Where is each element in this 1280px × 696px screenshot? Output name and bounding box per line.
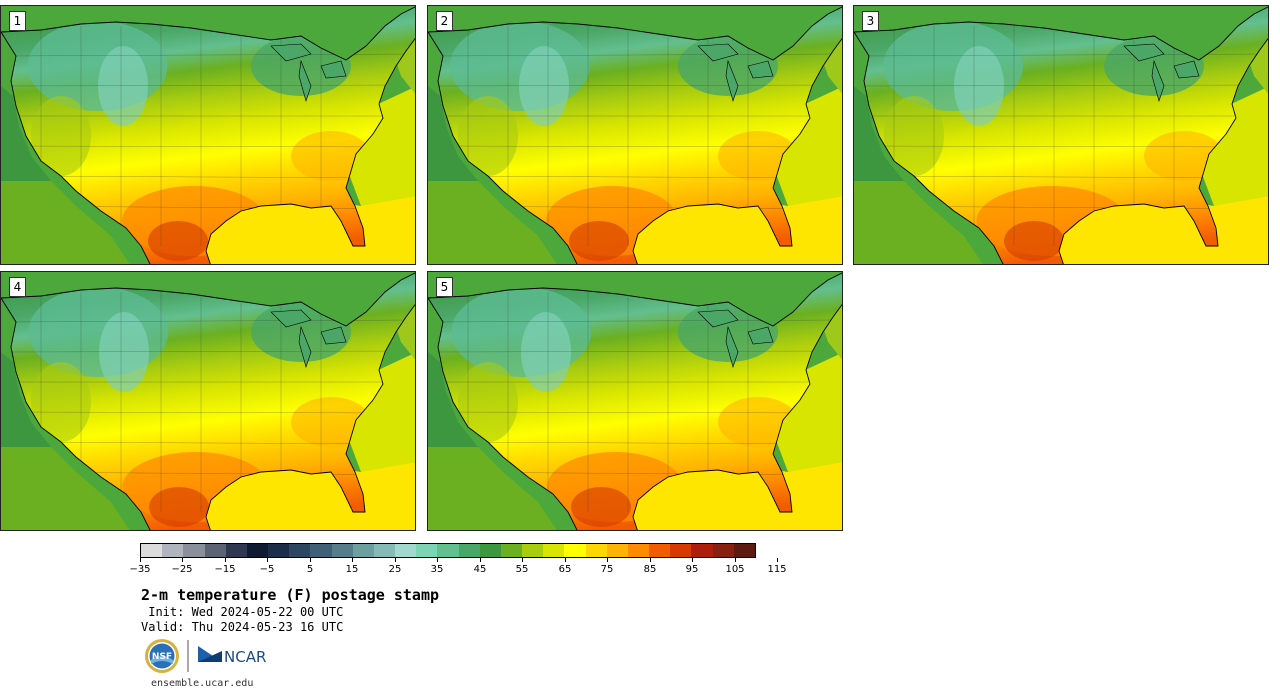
- colorbar-segment: [733, 544, 755, 557]
- colorbar-tick-label: 45: [473, 564, 487, 575]
- colorbar-tick-label: 25: [388, 564, 402, 575]
- valid-time: Valid: Thu 2024-05-23 16 UTC: [141, 620, 344, 634]
- colorbar-tick-label: −35: [129, 564, 151, 575]
- colorbar-segment: [352, 544, 374, 557]
- ncar-logo-icon: NCAR: [198, 646, 266, 666]
- colorbar-tick: [522, 558, 523, 562]
- member-label: 1: [9, 11, 26, 31]
- colorbar-ticks: −35 −25 −15 −5 5 15 25 35 45 55 65 75 85 95 105 115: [129, 558, 787, 578]
- colorbar-tick: [310, 558, 311, 562]
- colorbar-segment: [649, 544, 671, 557]
- colorbar: [140, 543, 756, 558]
- colorbar-tick: [565, 558, 566, 562]
- colorbar-segment: [543, 544, 565, 557]
- svg-text:NSF: NSF: [152, 652, 172, 662]
- colorbar-tick: [480, 558, 481, 562]
- colorbar-tick-label: −15: [214, 564, 236, 575]
- colorbar-segment: [395, 544, 417, 557]
- colorbar-segment: [564, 544, 586, 557]
- colorbar-tick: [140, 558, 141, 562]
- colorbar-tick: [735, 558, 736, 562]
- colorbar-tick-label: 55: [515, 564, 529, 575]
- colorbar-segment: [331, 544, 353, 557]
- colorbar-segment: [373, 544, 396, 557]
- stamp-panel-4: 4: [0, 271, 416, 531]
- colorbar-segment: [183, 544, 205, 557]
- plot-title: 2-m temperature (F) postage stamp: [141, 586, 440, 604]
- colorbar-segment: [246, 544, 269, 557]
- colorbar-tick-label: 5: [306, 564, 314, 575]
- temperature-map: [1, 6, 415, 264]
- stamp-panel-1: 1: [0, 5, 416, 265]
- colorbar-tick: [225, 558, 226, 562]
- temperature-map: [1, 272, 415, 530]
- colorbar-tick-label: 65: [558, 564, 572, 575]
- temperature-map: [428, 6, 842, 264]
- colorbar-tick: [777, 558, 778, 562]
- colorbar-segment: [458, 544, 480, 557]
- colorbar-tick: [395, 558, 396, 562]
- colorbar-tick: [437, 558, 438, 562]
- colorbar-tick: [182, 558, 183, 562]
- colorbar-segment: [225, 544, 247, 557]
- colorbar-segment: [691, 544, 713, 557]
- colorbar-tick: [692, 558, 693, 562]
- colorbar-segment: [289, 544, 311, 557]
- temperature-map: [428, 272, 842, 530]
- colorbar-segment: [712, 544, 734, 557]
- logos: NSF NCAR: [145, 639, 266, 673]
- colorbar-tick-label: −25: [171, 564, 193, 575]
- colorbar-segment: [437, 544, 459, 557]
- colorbar-segment: [416, 544, 438, 557]
- colorbar-tick: [650, 558, 651, 562]
- colorbar-tick-label: 105: [725, 564, 745, 575]
- colorbar-segment: [585, 544, 607, 557]
- stamp-panel-3: 3: [853, 5, 1269, 265]
- colorbar-segment: [522, 544, 544, 557]
- colorbar-segment: [141, 544, 163, 557]
- colorbar-segment: [627, 544, 650, 557]
- colorbar-tick-label: 95: [685, 564, 699, 575]
- colorbar-tick-label: 115: [767, 564, 787, 575]
- site-url[interactable]: ensemble.ucar.edu: [151, 678, 254, 689]
- stamp-panel-5: 5: [427, 271, 843, 531]
- colorbar-tick: [607, 558, 608, 562]
- colorbar-segment: [310, 544, 332, 557]
- colorbar-segment: [606, 544, 628, 557]
- colorbar-segment: [204, 544, 226, 557]
- svg-text:NCAR: NCAR: [224, 648, 266, 666]
- nsf-logo-icon: NSF: [145, 639, 179, 673]
- colorbar-tick-label: 85: [643, 564, 657, 575]
- colorbar-segment: [500, 544, 523, 557]
- colorbar-segment: [479, 544, 501, 557]
- init-time: Init: Wed 2024-05-22 00 UTC: [141, 605, 344, 619]
- colorbar-tick-label: −5: [259, 564, 275, 575]
- colorbar-tick-label: 35: [430, 564, 444, 575]
- member-label: 2: [436, 11, 453, 31]
- stamp-panel-2: 2: [427, 5, 843, 265]
- member-label: 3: [862, 11, 879, 31]
- colorbar-tick-label: 15: [345, 564, 359, 575]
- colorbar-segment: [670, 544, 692, 557]
- colorbar-segment: [162, 544, 184, 557]
- colorbar-tick: [267, 558, 268, 562]
- member-label: 4: [9, 277, 26, 297]
- member-label: 5: [436, 277, 453, 297]
- colorbar-tick: [352, 558, 353, 562]
- colorbar-segment: [268, 544, 290, 557]
- colorbar-tick-label: 75: [600, 564, 614, 575]
- temperature-map: [854, 6, 1268, 264]
